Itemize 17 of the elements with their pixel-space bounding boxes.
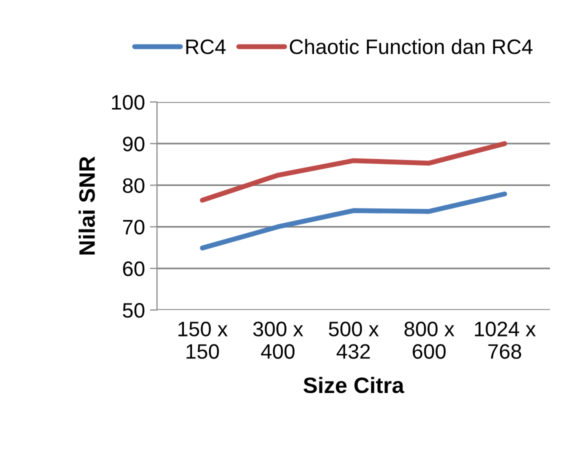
x-tick-label: 300 x 400 [253,322,304,359]
x-tick-label: 1024 x 768 [474,322,536,359]
line-series [200,192,508,250]
line-series [200,141,508,203]
y-tick-label: 90 [123,136,144,152]
y-tick-label: 70 [123,220,144,235]
y-axis-title: Nilai SNR [78,156,95,255]
y-tick-label: 80 [122,178,144,193]
legend-label: Chaotic Function dan RC4 [290,38,533,54]
y-tick-label: 60 [123,261,144,276]
x-tick-label: 150 x 150 [178,322,228,359]
x-tick-label: 800 x 600 [404,322,454,359]
y-tick-label: 100 [112,95,144,110]
x-tick-label: 500 x 432 [328,322,379,359]
legend-label: RC4 [186,39,226,54]
y-tick-label: 50 [122,303,144,318]
x-axis-title: Size Citra [304,376,404,394]
